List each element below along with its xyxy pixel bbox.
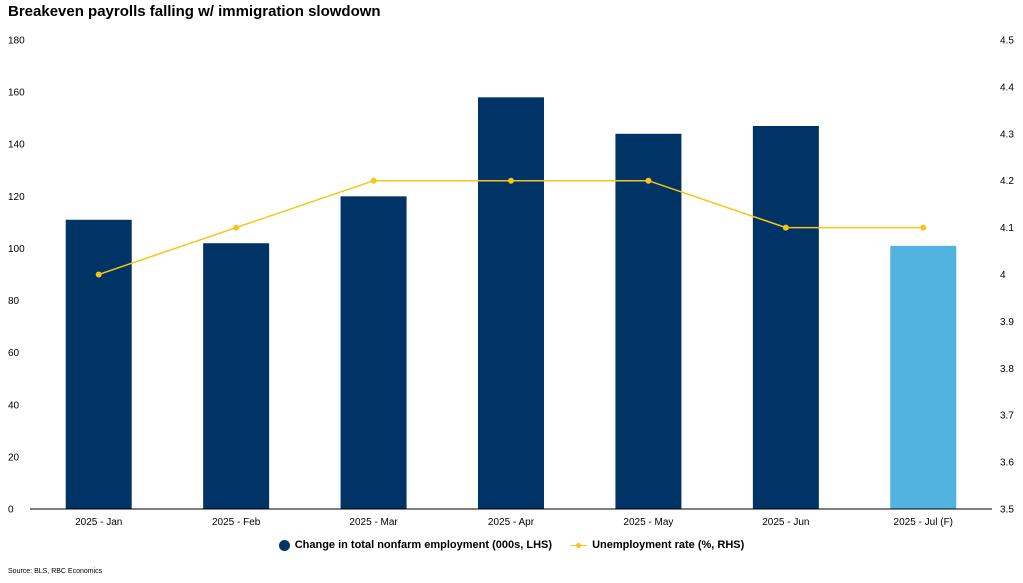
x-category-label: 2025 - Jan: [75, 517, 122, 528]
bar-2025-apr: [478, 97, 544, 510]
x-category-label: 2025 - Mar: [349, 517, 398, 528]
chart-title: Breakeven payrolls falling w/ immigratio…: [8, 3, 381, 20]
source-note: Source: BLS, RBC Economics: [8, 568, 103, 575]
bar-2025-jan: [65, 219, 132, 510]
left-tick-label: 20: [8, 452, 20, 463]
unemployment-point: [645, 177, 652, 184]
right-tick-label: 4.5: [1000, 36, 1014, 47]
right-tick-label: 4.4: [1000, 82, 1014, 93]
right-tick-label: 3.9: [1000, 317, 1014, 328]
legend-dot-icon: [278, 539, 290, 551]
bar-2025-may: [615, 133, 682, 510]
bar-2025-mar: [340, 196, 407, 510]
left-tick-label: 160: [8, 88, 25, 99]
x-axis-categories: 2025 - Jan 2025 - Feb 2025 - Mar 2025 - Apr…: [75, 517, 953, 528]
unemployment-point: [508, 177, 514, 184]
left-tick-label: 180: [8, 36, 25, 47]
x-category-label: 2025 - Jul (F): [894, 517, 953, 528]
right-tick-label: 3.5: [1000, 505, 1014, 516]
bar-2025-jul-f-: [890, 245, 957, 510]
left-tick-label: 100: [8, 244, 25, 255]
x-category-label: 2025 - Feb: [212, 517, 261, 528]
right-axis-ticks: 3.5 3.6 3.7 3.8 3.9 4 4.1 4.2 4.3 4.4 4.5: [1000, 36, 1014, 516]
legend-line-marker-icon: [571, 540, 588, 551]
legend-item-employment: Change in total nonfarm employment (000s…: [278, 539, 553, 551]
unemployment-point: [920, 224, 927, 231]
right-tick-label: 4.1: [1000, 223, 1014, 234]
legend-item-unemployment: Unemployment rate (%, RHS): [571, 539, 744, 551]
legend: Change in total nonfarm employment (000s…: [0, 539, 1023, 554]
line-series: [95, 177, 927, 278]
unemployment-point: [782, 224, 789, 231]
x-category-label: 2025 - Apr: [488, 517, 535, 528]
right-tick-label: 4.2: [1000, 176, 1014, 187]
bar-2025-feb: [203, 243, 270, 509]
unemployment-point: [95, 271, 102, 278]
right-tick-label: 4.3: [1000, 129, 1014, 140]
right-tick-label: 4: [1000, 270, 1006, 281]
left-tick-label: 140: [8, 140, 25, 151]
bar-series: [65, 97, 957, 510]
unemployment-point: [233, 224, 240, 231]
legend-label-unemployment: Unemployment rate (%, RHS): [592, 539, 745, 551]
left-axis-ticks: 0 20 40 60 80 100 120 140 160 180: [8, 36, 25, 516]
bar-2025-jun: [752, 125, 819, 509]
unemployment-point: [370, 177, 377, 184]
left-tick-label: 120: [8, 192, 25, 203]
right-tick-label: 3.6: [1000, 458, 1014, 469]
legend-label-employment: Change in total nonfarm employment (000s…: [294, 539, 553, 551]
left-tick-label: 40: [8, 400, 20, 411]
x-category-label: 2025 - May: [623, 517, 673, 528]
left-tick-label: 60: [8, 348, 20, 359]
left-tick-label: 80: [8, 296, 20, 307]
left-tick-label: 0: [8, 505, 14, 516]
right-tick-label: 3.7: [1000, 411, 1014, 422]
right-tick-label: 3.8: [1000, 364, 1014, 375]
x-category-label: 2025 - Jun: [762, 517, 809, 528]
